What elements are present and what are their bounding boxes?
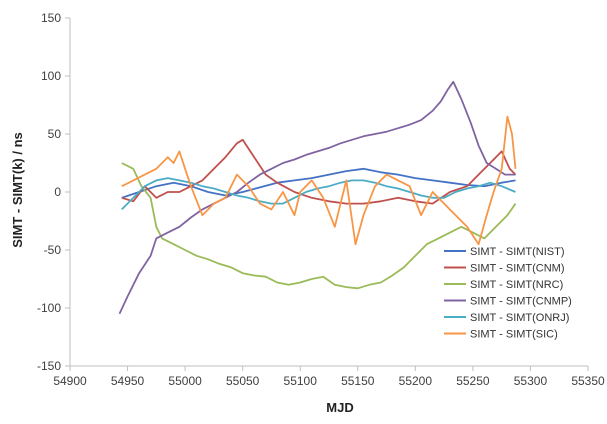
legend-label: SIMT - SIMT(ONRJ) <box>470 312 569 324</box>
legend-label: SIMT - SIMT(NIST) <box>470 246 565 258</box>
series-line-6 <box>121 115 517 246</box>
axes: -150 -100 -50 0 50 100 150 54900 54950 55000 55050… <box>37 11 605 388</box>
series-line-4 <box>118 80 516 315</box>
x-tick-label: 55350 <box>571 374 605 388</box>
legend-label: SIMT - SIMT(CNMP) <box>470 296 572 308</box>
series-line-2 <box>121 138 517 205</box>
y-tick-label: -100 <box>37 301 61 315</box>
y-tick-label: 150 <box>41 11 61 25</box>
series-lines <box>118 80 517 315</box>
x-tick-label: 55250 <box>456 374 490 388</box>
y-axis-title: SIMT - SIMT(k) / ns <box>10 132 25 248</box>
x-tick-label: 54900 <box>53 374 87 388</box>
y-tick-label: 50 <box>48 127 62 141</box>
x-tick-label: 55200 <box>399 374 433 388</box>
legend-label: SIMT - SIMT(NRC) <box>470 279 563 291</box>
legend: SIMT - SIMT(NIST) SIMT - SIMT(CNM) SIMT - … <box>444 246 572 341</box>
y-tick-label: 0 <box>54 185 61 199</box>
y-tick-label: -50 <box>44 243 62 257</box>
x-tick-label: 55100 <box>284 374 318 388</box>
x-tick-label: 55000 <box>168 374 202 388</box>
x-axis-title: MJD <box>326 400 353 415</box>
y-tick-label: -150 <box>37 359 61 373</box>
x-tick-label: 55050 <box>226 374 260 388</box>
series-line-3 <box>121 162 517 290</box>
y-tick-label: 100 <box>41 69 61 83</box>
series-line-1 <box>121 167 516 199</box>
x-tick-label: 55300 <box>514 374 548 388</box>
x-tick-label: 54950 <box>111 374 145 388</box>
legend-label: SIMT - SIMT(CNM) <box>470 263 565 275</box>
x-tick-label: 55150 <box>341 374 375 388</box>
legend-label: SIMT - SIMT(SIC) <box>470 329 558 341</box>
